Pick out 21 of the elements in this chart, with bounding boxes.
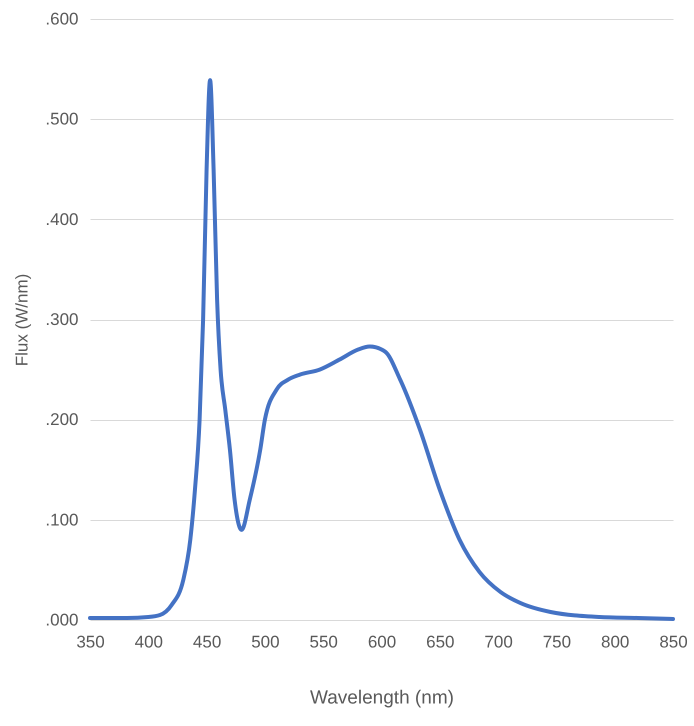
y-tick-label: .100	[45, 510, 78, 530]
y-tick-label: .300	[45, 310, 78, 329]
x-tick-label: 350	[76, 632, 105, 652]
x-tick-label: 650	[426, 632, 454, 652]
line-series	[88, 78, 675, 621]
y-tick-label: .000	[45, 610, 78, 630]
x-tick-label: 700	[484, 632, 513, 652]
y-axis-title: Flux (W/nm)	[12, 274, 32, 366]
x-tick-label: 850	[659, 632, 688, 652]
y-tick-label: .400	[45, 210, 78, 229]
x-axis-title: Wavelength (nm)	[310, 688, 454, 708]
x-tick-label: 450	[192, 632, 222, 652]
y-tick-label: .200	[45, 410, 78, 430]
x-tick-label: 550	[310, 632, 338, 652]
x-tick-label: 750	[542, 632, 572, 652]
x-tick-label: 800	[601, 632, 630, 652]
x-tick-label: 500	[251, 632, 280, 652]
y-tick-label: .500	[45, 110, 78, 129]
y-tick-label: .600	[45, 10, 78, 28]
x-tick-label: 600	[368, 632, 396, 652]
x-tick-label: 400	[134, 632, 163, 652]
